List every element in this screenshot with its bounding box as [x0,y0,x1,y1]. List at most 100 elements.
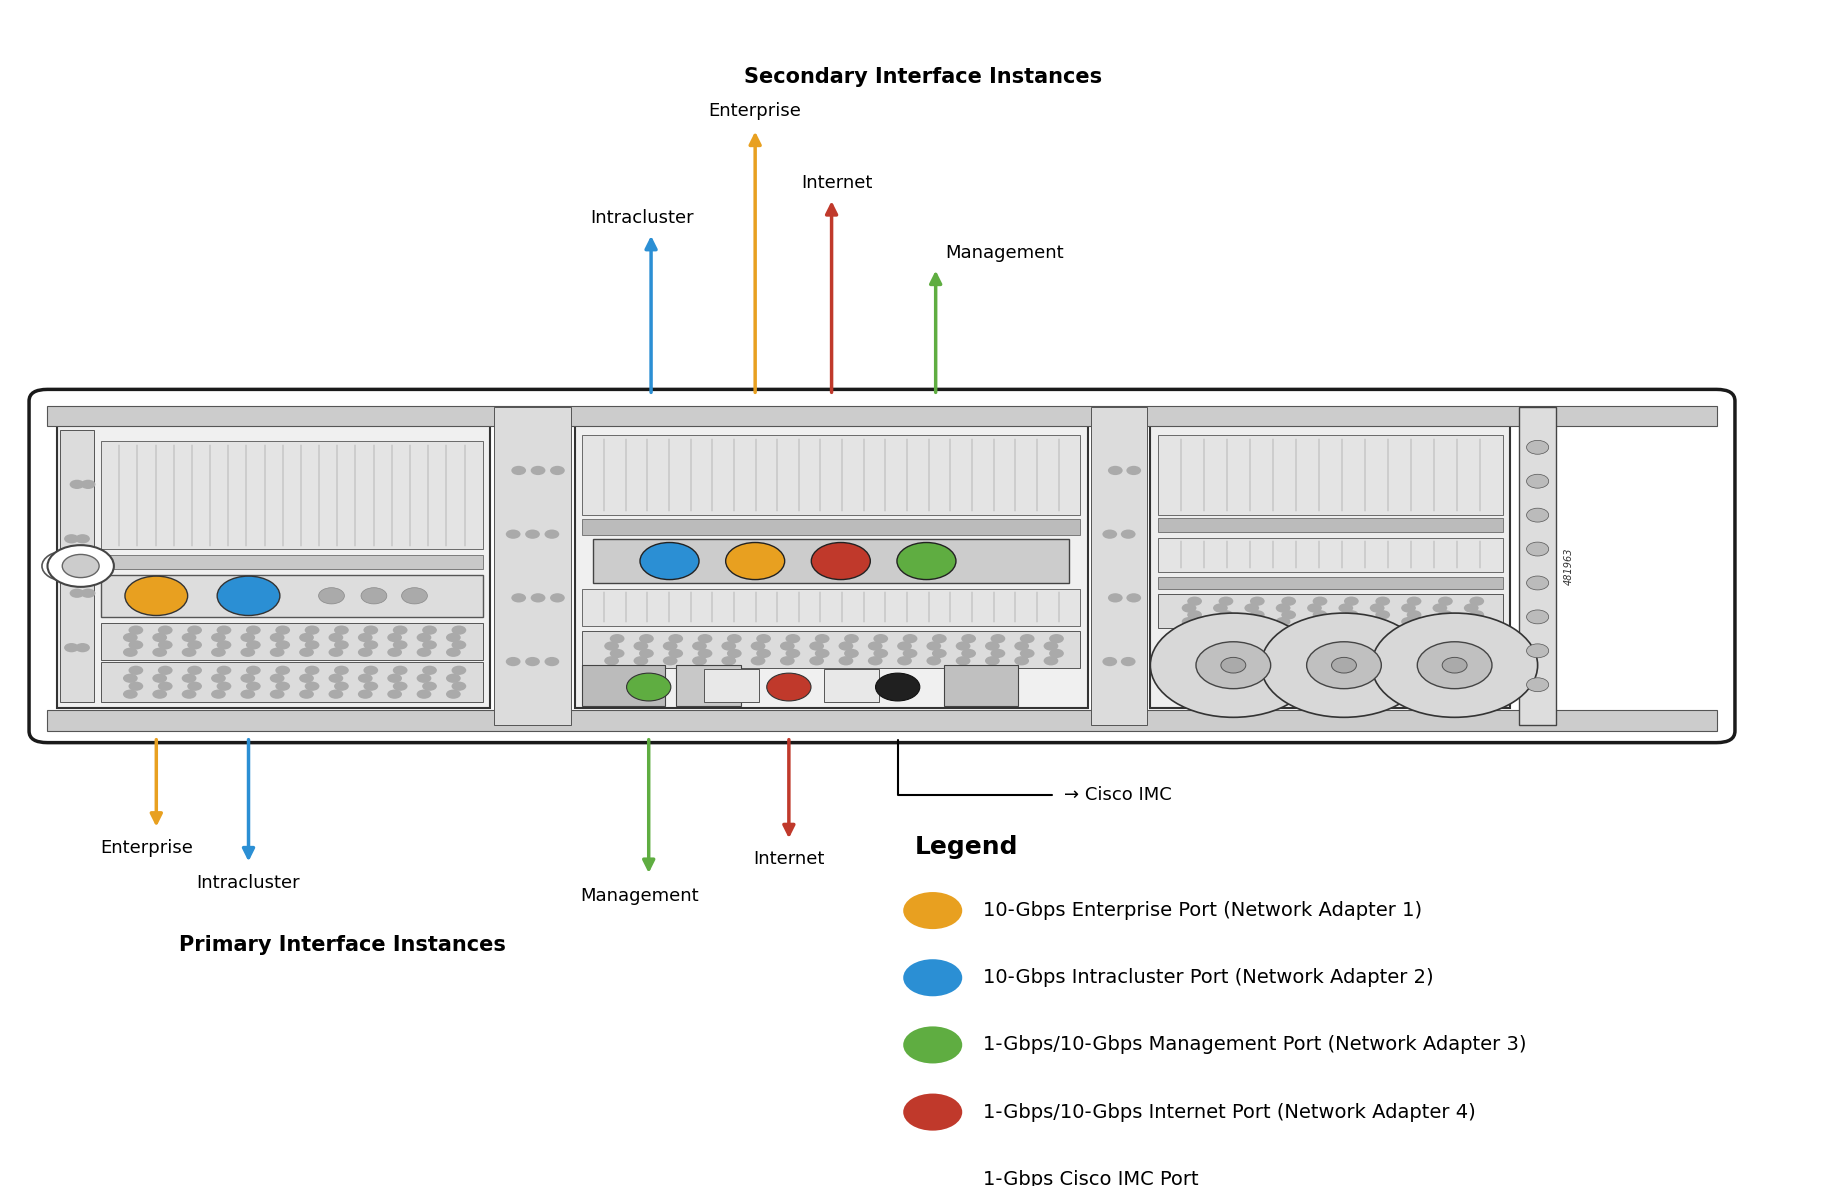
Circle shape [187,625,201,635]
Circle shape [550,466,565,476]
Circle shape [1049,635,1064,643]
Bar [102,441,482,549]
Circle shape [1044,642,1058,651]
Circle shape [1470,610,1485,619]
Circle shape [1527,508,1548,522]
Circle shape [693,656,707,665]
Circle shape [750,642,765,651]
Circle shape [388,689,403,699]
Circle shape [1151,613,1317,718]
Circle shape [868,656,883,665]
Circle shape [903,1161,962,1186]
Bar [582,631,1080,668]
Bar [704,669,759,702]
Circle shape [604,642,619,651]
Circle shape [1250,597,1265,606]
Circle shape [809,656,824,665]
Circle shape [844,635,859,643]
Circle shape [270,674,284,683]
Circle shape [211,648,225,657]
Circle shape [318,588,344,604]
Circle shape [124,689,139,699]
Bar [1158,537,1503,572]
Circle shape [874,649,888,658]
Circle shape [70,479,85,489]
Circle shape [275,665,290,675]
Bar [582,435,1080,515]
Circle shape [1443,657,1467,672]
Circle shape [129,625,144,635]
Circle shape [545,657,560,667]
Circle shape [151,674,166,683]
Circle shape [1402,617,1417,626]
Circle shape [1108,593,1123,602]
Circle shape [903,635,918,643]
Circle shape [246,625,260,635]
Circle shape [358,689,373,699]
Circle shape [641,542,698,580]
Circle shape [530,466,545,476]
Text: Intracluster: Intracluster [589,209,694,228]
Circle shape [1282,597,1297,606]
Circle shape [151,648,166,657]
Circle shape [360,588,386,604]
Circle shape [1376,597,1391,606]
Bar [57,425,489,708]
Circle shape [844,649,859,658]
Circle shape [151,689,166,699]
Circle shape [728,649,742,658]
Circle shape [525,529,539,538]
Circle shape [451,625,465,635]
Circle shape [1433,604,1448,613]
Circle shape [240,674,255,683]
Circle shape [639,635,654,643]
Circle shape [334,665,349,675]
Circle shape [610,635,624,643]
Circle shape [1370,604,1385,613]
Circle shape [445,633,460,642]
Circle shape [240,648,255,657]
Circle shape [610,649,624,658]
Circle shape [634,656,648,665]
Circle shape [275,625,290,635]
Circle shape [512,593,526,602]
Circle shape [329,648,344,657]
Circle shape [358,633,373,642]
Circle shape [1470,597,1485,606]
Circle shape [329,633,344,642]
Bar [102,574,482,617]
Bar [48,406,1716,427]
Circle shape [451,665,465,675]
Circle shape [1439,597,1454,606]
Circle shape [423,682,438,690]
Circle shape [815,649,829,658]
Text: 1-Gbps/10-Gbps Management Port (Network Adapter 3): 1-Gbps/10-Gbps Management Port (Network … [983,1035,1526,1054]
Bar [582,588,1080,625]
Circle shape [211,633,225,642]
Circle shape [663,642,678,651]
Circle shape [126,576,188,616]
Circle shape [218,576,281,616]
Circle shape [1014,642,1029,651]
Text: Primary Interface Instances: Primary Interface Instances [179,936,506,955]
Circle shape [48,546,115,587]
Circle shape [1127,466,1141,476]
Circle shape [1049,649,1064,658]
Circle shape [216,665,231,675]
Circle shape [1044,656,1058,665]
Circle shape [1332,657,1356,672]
Circle shape [1219,610,1234,619]
Circle shape [329,674,344,683]
Circle shape [1433,617,1448,626]
Bar [1520,407,1555,726]
Circle shape [984,642,999,651]
Circle shape [604,656,619,665]
Circle shape [669,635,683,643]
Circle shape [246,640,260,650]
Circle shape [634,642,648,651]
Circle shape [42,551,91,581]
Circle shape [626,674,670,701]
Bar [593,540,1069,584]
Circle shape [305,640,320,650]
Text: 481963: 481963 [1563,547,1574,585]
